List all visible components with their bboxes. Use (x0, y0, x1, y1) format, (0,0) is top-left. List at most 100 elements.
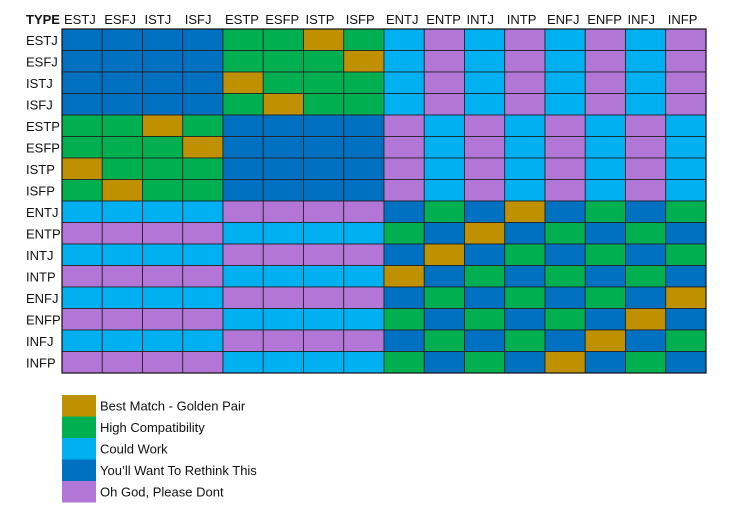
heatmap-cell (222, 28, 264, 51)
heatmap-cell (464, 50, 506, 73)
heatmap-cell (544, 50, 586, 73)
heatmap-cell (101, 71, 143, 94)
heatmap-cell (303, 308, 345, 331)
heatmap-cell (343, 308, 385, 331)
row-header: ISTP (26, 162, 55, 177)
heatmap-cell (61, 50, 103, 73)
heatmap-cell (665, 179, 707, 202)
heatmap-cell (262, 71, 304, 94)
heatmap-cell (101, 286, 143, 309)
heatmap-cell (222, 265, 264, 288)
column-header: INFP (668, 12, 698, 27)
heatmap-cell (625, 71, 667, 94)
heatmap-cell (464, 28, 506, 51)
heatmap-cell (504, 286, 546, 309)
heatmap-cell (303, 93, 345, 116)
heatmap-cell (262, 243, 304, 266)
heatmap-cell (665, 329, 707, 352)
heatmap-cell (222, 222, 264, 245)
heatmap-cell (383, 222, 425, 245)
row-header: ESFP (26, 140, 60, 155)
heatmap-cell (61, 265, 103, 288)
heatmap-cell (61, 157, 103, 180)
heatmap-cell (142, 28, 184, 51)
heatmap-cell (101, 50, 143, 73)
heatmap-cell (544, 179, 586, 202)
heatmap-cell (423, 265, 465, 288)
heatmap-cell (142, 50, 184, 73)
heatmap-cell (262, 351, 304, 374)
heatmap-cell (142, 93, 184, 116)
heatmap-cell (383, 179, 425, 202)
heatmap-cell (423, 114, 465, 137)
heatmap-cell (182, 93, 224, 116)
heatmap-cell (383, 157, 425, 180)
heatmap-cell (262, 157, 304, 180)
heatmap-cell (142, 329, 184, 352)
heatmap-cell (665, 351, 707, 374)
heatmap-cell (101, 243, 143, 266)
heatmap-cell (464, 243, 506, 266)
heatmap-cell (61, 93, 103, 116)
heatmap-cell (584, 329, 626, 352)
heatmap-cell (222, 50, 264, 73)
heatmap-cells (61, 28, 707, 374)
heatmap-cell (222, 71, 264, 94)
heatmap-cell (262, 136, 304, 159)
heatmap-cell (544, 28, 586, 51)
heatmap-cell (504, 200, 546, 223)
heatmap-cell (222, 179, 264, 202)
legend-swatch (62, 395, 96, 417)
heatmap-cell (504, 157, 546, 180)
heatmap-cell (343, 243, 385, 266)
heatmap-cell (584, 351, 626, 374)
heatmap-cell (222, 243, 264, 266)
heatmap-cell (665, 243, 707, 266)
heatmap-cell (504, 243, 546, 266)
heatmap-cell (625, 308, 667, 331)
heatmap-cell (182, 329, 224, 352)
heatmap-cell (383, 351, 425, 374)
heatmap-cell (182, 200, 224, 223)
heatmap-cell (303, 286, 345, 309)
column-header: ISFJ (185, 12, 212, 27)
heatmap-cell (262, 93, 304, 116)
heatmap-cell (61, 28, 103, 51)
heatmap-cell (61, 286, 103, 309)
heatmap-cell (262, 179, 304, 202)
heatmap-cell (182, 157, 224, 180)
heatmap-cell (665, 308, 707, 331)
column-header: ISFP (346, 12, 375, 27)
heatmap-cell (665, 28, 707, 51)
heatmap-cell (383, 114, 425, 137)
heatmap-cell (182, 28, 224, 51)
column-header: ESTJ (64, 12, 96, 27)
heatmap-cell (61, 71, 103, 94)
heatmap-cell (504, 351, 546, 374)
heatmap-cell (544, 222, 586, 245)
legend-label: Best Match - Golden Pair (100, 399, 246, 414)
heatmap-cell (182, 308, 224, 331)
heatmap-cell (303, 222, 345, 245)
heatmap-cell (464, 329, 506, 352)
heatmap-cell (544, 351, 586, 374)
heatmap-cell (383, 71, 425, 94)
heatmap-cell (343, 71, 385, 94)
heatmap-cell (423, 351, 465, 374)
heatmap-cell (222, 136, 264, 159)
heatmap-cell (182, 114, 224, 137)
heatmap-cell (584, 243, 626, 266)
heatmap-cell (625, 114, 667, 137)
heatmap-cell (423, 50, 465, 73)
heatmap-cell (343, 136, 385, 159)
heatmap-cell (142, 308, 184, 331)
heatmap-cell (625, 93, 667, 116)
heatmap-cell (423, 28, 465, 51)
heatmap-cell (544, 286, 586, 309)
heatmap-cell (383, 286, 425, 309)
heatmap-cell (61, 179, 103, 202)
column-header: ENFJ (547, 12, 580, 27)
heatmap-cell (303, 243, 345, 266)
heatmap-cell (101, 222, 143, 245)
